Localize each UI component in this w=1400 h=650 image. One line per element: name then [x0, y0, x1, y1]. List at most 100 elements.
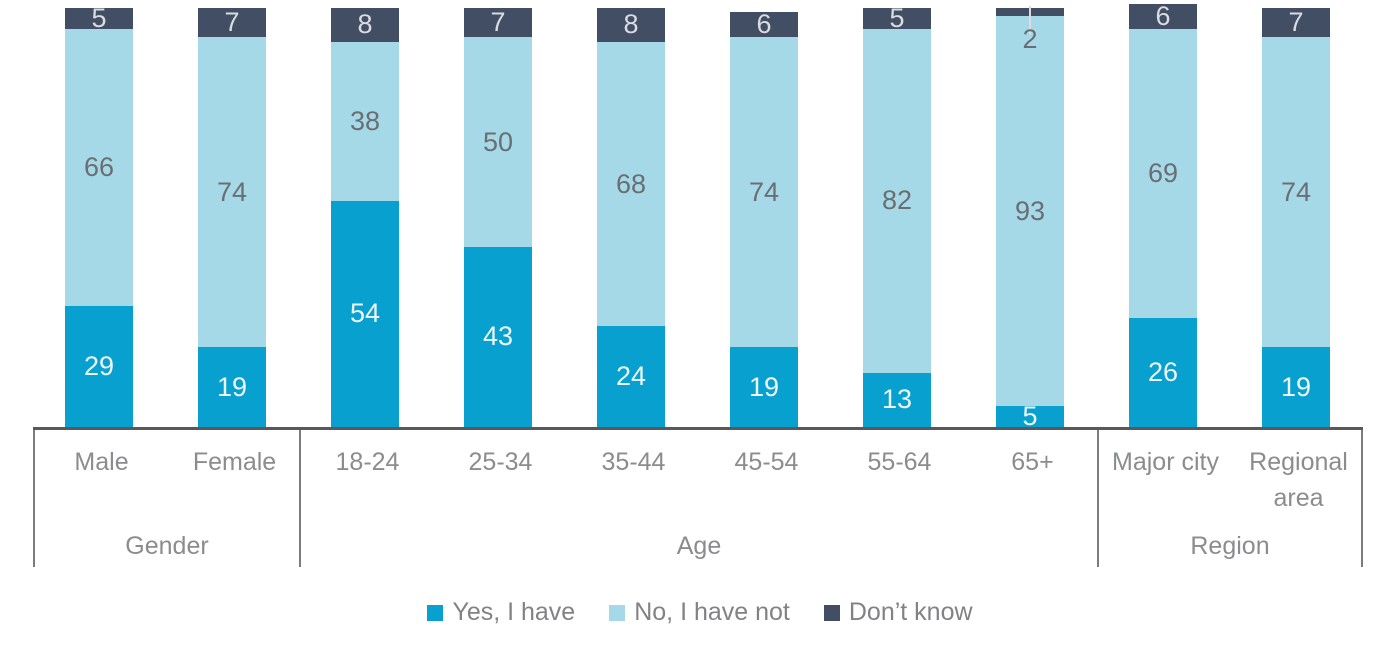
- bar-major-city: 26 69 6: [1129, 0, 1197, 427]
- category-label-45-54: 45-54: [734, 448, 799, 476]
- segment-don-t-know-18-24: 8: [331, 8, 399, 42]
- category-label-female: Female: [192, 448, 277, 476]
- data-label: 19: [1280, 371, 1312, 402]
- data-label: 19: [216, 371, 248, 402]
- data-label: 66: [83, 151, 115, 182]
- segment-no-i-have-not-55-64: 82: [863, 28, 931, 373]
- data-label: 8: [623, 9, 639, 40]
- category-slot-65: 5 93 2: [964, 0, 1097, 432]
- bar-65: 5 93 2: [996, 0, 1064, 432]
- category-label-major-city: Major city: [1112, 448, 1219, 476]
- data-label: 13: [881, 384, 913, 415]
- category-slot-female: 19 74 7: [166, 0, 299, 427]
- group-label-gender: Gender: [125, 532, 209, 560]
- legend-item-yes-i-have: Yes, I have: [427, 598, 575, 627]
- segment-yes-i-have-55-64: 13: [863, 372, 931, 427]
- bar-regional-area: 19 74 7: [1262, 0, 1330, 427]
- bar-18-24: 54 38 8: [331, 0, 399, 427]
- axis-group-region: Major city Regional area Region: [1097, 430, 1363, 567]
- data-label: 50: [482, 126, 514, 157]
- category-label-row: Male Female: [35, 430, 299, 480]
- segment-don-t-know-female: 7: [198, 8, 266, 38]
- category-label-55-64: 55-64: [867, 448, 932, 476]
- category-slot-55-64: 13 82 5: [831, 0, 964, 427]
- data-label: 29: [83, 350, 115, 381]
- segment-don-t-know-35-44: 8: [597, 8, 665, 42]
- segment-no-i-have-not-male: 66: [65, 28, 133, 306]
- segment-don-t-know-55-64: 5: [863, 2, 931, 33]
- segment-no-i-have-not-major-city: 69: [1129, 28, 1197, 319]
- legend-item-no-i-have-not: No, I have not: [609, 598, 790, 627]
- bar-25-34: 43 50 7: [464, 0, 532, 427]
- category-label-25-34: 25-34: [468, 448, 533, 476]
- data-label: 93: [1014, 195, 1046, 226]
- segment-no-i-have-not-35-44: 68: [597, 41, 665, 327]
- segment-don-t-know-regional-area: 7: [1262, 7, 1330, 38]
- data-label: 43: [482, 321, 514, 352]
- bar-55-64: 13 82 5: [863, 0, 931, 427]
- data-label: 82: [881, 185, 913, 216]
- segment-yes-i-have-35-44: 24: [597, 326, 665, 427]
- data-label: 7: [1288, 7, 1304, 38]
- group-label-region: Region: [1190, 532, 1270, 560]
- legend-swatch-icon: [609, 604, 626, 621]
- legend-item-don-t-know: Don’t know: [823, 598, 973, 627]
- category-label-row: 18-24 25-34 35-44 45-54 55-64 65+: [301, 430, 1097, 480]
- segment-yes-i-have-male: 29: [65, 305, 133, 427]
- segment-no-i-have-not-45-54: 74: [730, 37, 798, 348]
- category-label-row: Major city Regional area: [1099, 430, 1361, 517]
- group-label-age: Age: [676, 532, 722, 560]
- segment-yes-i-have-45-54: 19: [730, 347, 798, 427]
- data-label: 54: [349, 298, 381, 329]
- category-label-65: 65+: [1011, 448, 1054, 476]
- category-label-male: Male: [74, 448, 129, 476]
- segment-no-i-have-not-25-34: 50: [464, 37, 532, 247]
- segment-don-t-know-male: 5: [65, 4, 133, 31]
- category-label-regional-area: Regional area: [1249, 448, 1348, 513]
- segment-no-i-have-not-regional-area: 74: [1262, 37, 1330, 348]
- category-axis: Male Female Gender 18-24 25-34 35-44 45-54 55-6…: [33, 430, 1363, 567]
- data-label: 68: [615, 168, 647, 199]
- data-label: 8: [357, 9, 373, 40]
- segment-don-t-know-major-city: 6: [1129, 2, 1197, 29]
- data-label: 74: [1280, 176, 1312, 207]
- data-label: 24: [615, 361, 647, 392]
- x-axis-line: [33, 427, 1363, 430]
- segment-no-i-have-not-female: 74: [198, 37, 266, 348]
- bar-female: 19 74 7: [198, 0, 266, 427]
- data-label: 26: [1147, 357, 1179, 388]
- plot-area: 29 66 5 19 74 7 54 38 8 43 50 7 24 68 8 19 74 6 13 82 5 5 93 2 2…: [33, 0, 1363, 432]
- category-slot-25-34: 43 50 7: [432, 0, 565, 427]
- bar-male: 29 66 5: [65, 0, 133, 427]
- segment-don-t-know-45-54: 6: [730, 9, 798, 40]
- data-label: 38: [349, 105, 381, 136]
- category-slot-45-54: 19 74 6: [698, 0, 831, 427]
- legend-label: Yes, I have: [452, 598, 576, 626]
- legend-swatch-icon: [823, 604, 840, 621]
- axis-group-gender: Male Female Gender: [33, 430, 299, 567]
- segment-yes-i-have-18-24: 54: [331, 200, 399, 427]
- segment-yes-i-have-female: 19: [198, 347, 266, 427]
- segment-yes-i-have-25-34: 43: [464, 246, 532, 427]
- data-label: 5: [1022, 401, 1038, 432]
- category-slot-18-24: 54 38 8: [299, 0, 432, 427]
- segment-yes-i-have-regional-area: 19: [1262, 347, 1330, 427]
- category-label-18-24: 18-24: [335, 448, 400, 476]
- data-label: 19: [748, 371, 780, 402]
- segment-no-i-have-not-65: 93: [996, 16, 1064, 407]
- data-label: 74: [748, 176, 780, 207]
- legend-swatch-icon: [427, 604, 444, 621]
- leader-line: [1029, 6, 1031, 35]
- category-slot-35-44: 24 68 8: [565, 0, 698, 427]
- segment-don-t-know-25-34: 7: [464, 8, 532, 38]
- data-label: 6: [756, 9, 772, 40]
- legend-label: No, I have not: [634, 598, 790, 626]
- segment-no-i-have-not-18-24: 38: [331, 41, 399, 201]
- bar-45-54: 19 74 6: [730, 0, 798, 427]
- data-label: 69: [1147, 158, 1179, 188]
- segment-yes-i-have-major-city: 26: [1129, 318, 1197, 427]
- data-label: 5: [889, 2, 905, 33]
- category-label-35-44: 35-44: [601, 448, 666, 476]
- category-slot-male: 29 66 5: [33, 0, 166, 427]
